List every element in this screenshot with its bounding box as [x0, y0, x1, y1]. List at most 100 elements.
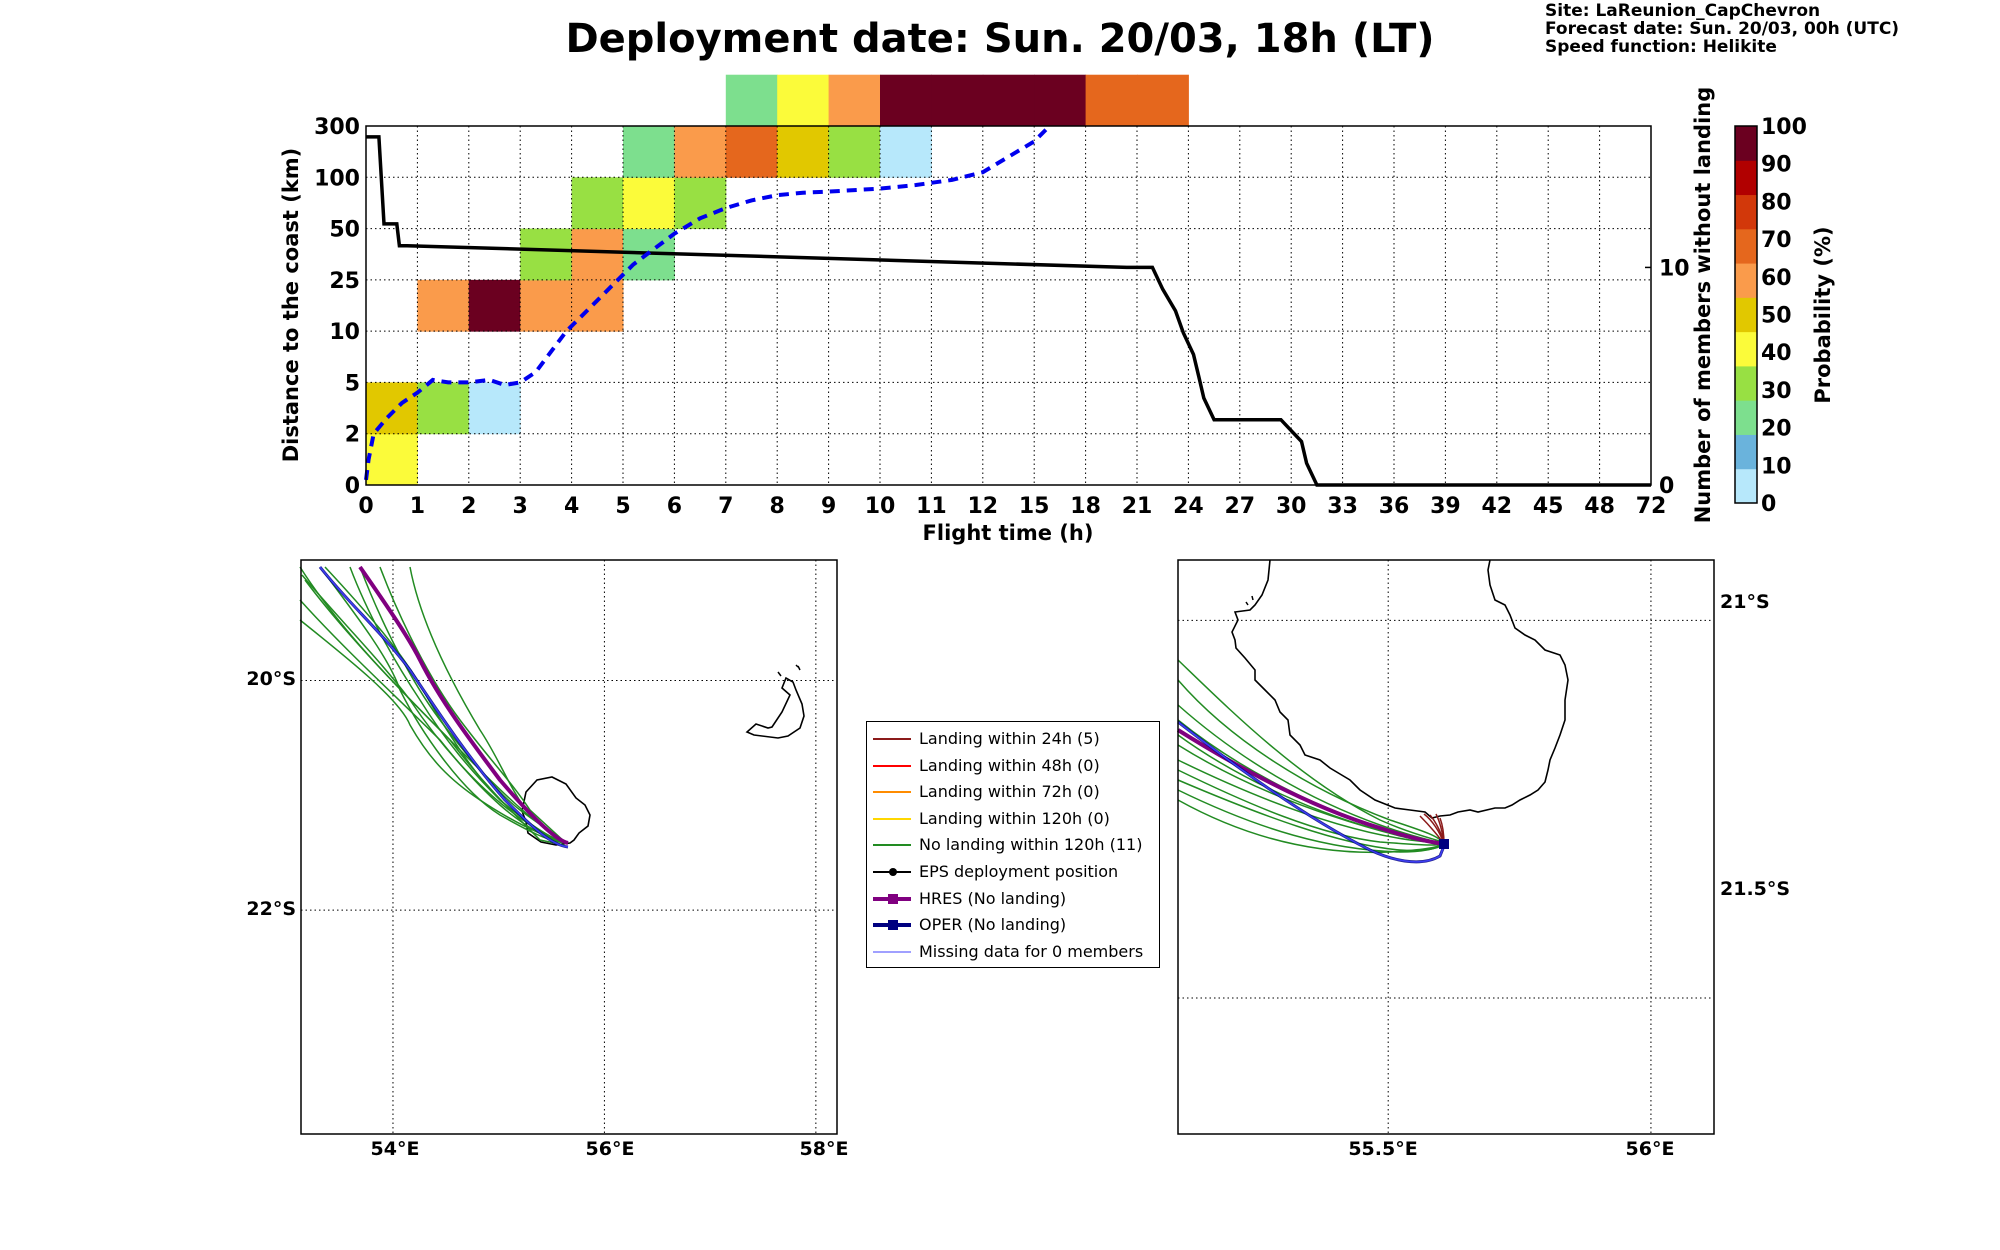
y2-tick-label: 0 [1659, 474, 1674, 499]
median-distance-line [364, 124, 1052, 481]
legend-swatch [873, 893, 911, 904]
legend-swatch [873, 920, 911, 931]
x-tick-label: 1 [410, 494, 425, 519]
legend-item: Landing within 24h (5) [867, 727, 1159, 753]
x-tick-label: 72 [1636, 494, 1667, 519]
map-left-frame [300, 559, 838, 1135]
x-tick-label: 5 [615, 494, 630, 519]
colorbar-segment [1735, 434, 1757, 470]
heatmap-cell [931, 74, 984, 127]
map-left-xlabel-2: 56°E [586, 1138, 635, 1160]
y-axis-label: Distance to the coast (km) [279, 148, 303, 463]
colorbar-tick-label: 0 [1761, 492, 1776, 517]
y-tick-label: 25 [329, 269, 360, 294]
map-right-grid [1178, 560, 1714, 1134]
x-tick-label: 45 [1533, 494, 1564, 519]
x-tick-label: 27 [1224, 494, 1255, 519]
map-left-xlabel-1: 54°E [371, 1138, 420, 1160]
map-left-grid [301, 560, 837, 1134]
heatmap-frame [365, 125, 1652, 486]
y-tick-label: 2 [345, 423, 360, 448]
colorbar: 0 10 20 30 40 50 60 70 80 90 100 [1734, 115, 1807, 517]
legend-swatch [873, 951, 911, 953]
legend-swatch [873, 817, 911, 820]
y-tick-label: 0 [345, 474, 360, 499]
map-left-ylabel-2: 22°S [246, 898, 296, 920]
x-tick-label: 7 [718, 494, 733, 519]
heatmap-cell [366, 382, 418, 435]
legend-label: Landing within 72h (0) [919, 782, 1100, 802]
map-right-xlabel-2: 56°E [1626, 1138, 1675, 1160]
forecast-date-label: Forecast date: Sun. 20/03, 00h (UTC) [1545, 19, 1900, 39]
x-tick-label: 3 [513, 494, 528, 519]
map-left: 20°S 22°S 54°E 56°E 58°E [246, 559, 849, 1160]
coast-detail [1245, 595, 1254, 606]
map-left-xlabel-3: 58°E [800, 1138, 849, 1160]
heatmap-cell [1034, 74, 1087, 127]
legend-item: No landing within 120h (11) [867, 833, 1159, 859]
heatmap-cell [674, 126, 727, 178]
colorbar-tick-label: 100 [1761, 115, 1807, 140]
x-tick-label: 48 [1584, 494, 1615, 519]
heatmap-cell [417, 382, 470, 435]
heatmap-cell [571, 228, 624, 281]
heatmap-cell [982, 74, 1035, 127]
y2-axis-label: Number of members without landing [1691, 87, 1715, 524]
x-tick-label: 10 [865, 494, 896, 519]
colorbar-tick-label: 30 [1761, 379, 1792, 404]
heatmap-cell [777, 126, 830, 178]
heatmap-cell [623, 177, 675, 230]
legend-label: Landing within 24h (5) [919, 729, 1100, 748]
legend-swatch [873, 844, 911, 847]
colorbar-tick-label: 70 [1761, 228, 1792, 253]
colorbar-tick-label: 80 [1761, 190, 1792, 215]
colorbar-segment [1735, 228, 1757, 264]
map-right: 21°S 21.5°S 55.5°E 56°E [1176, 559, 1790, 1160]
colorbar-tick-label: 10 [1761, 454, 1792, 479]
map-right-trajectories [1176, 659, 1449, 864]
heatmap-cell [725, 126, 778, 178]
colorbar-segment [1735, 297, 1757, 333]
heatmap-cell [1085, 74, 1138, 127]
mauritius-coastline [745, 676, 805, 739]
x-tick-label: 11 [916, 494, 947, 519]
legend-item: Landing within 48h (0) [867, 754, 1159, 780]
map-right-ylabel-2: 21.5°S [1720, 878, 1790, 900]
x-tick-label: 30 [1276, 494, 1307, 519]
speed-function-label: Speed function: Helikite [1545, 37, 1777, 57]
x-tick-label: 6 [667, 494, 682, 519]
heatmap-ticks: 0 1 2 3 4 5 6 7 8 9 10 11 12 15 18 21 24 27 30 33 36 39 42 45 48… [314, 115, 1690, 519]
colorbar-segment [1735, 331, 1757, 367]
heatmap [366, 74, 1189, 486]
x-tick-label: 4 [564, 494, 579, 519]
legend-label: HRES (No landing) [919, 888, 1067, 908]
heatmap-cell [880, 74, 932, 127]
heatmap-cell [828, 74, 881, 127]
legend-label: Landing within 48h (0) [919, 755, 1100, 775]
x-tick-label: 39 [1430, 494, 1461, 519]
y-tick-label: 5 [345, 371, 360, 396]
map-legend: Landing within 24h (5) Landing within 48h… [866, 721, 1160, 968]
colorbar-segment [1735, 263, 1757, 298]
legend-item: Landing within 72h (0) [867, 780, 1159, 806]
map-right-xlabel-1: 55.5°E [1348, 1138, 1417, 1160]
x-tick-label: 15 [1019, 494, 1050, 519]
legend-item: Missing data for 0 members [867, 940, 1159, 966]
y-tick-label: 10 [329, 320, 360, 345]
legend-item: Landing within 120h (0) [867, 807, 1159, 833]
heatmap-cell [623, 126, 675, 178]
heatmap-cell [468, 279, 521, 332]
heatmap-lines [364, 124, 1651, 487]
colorbar-segment [1735, 365, 1757, 401]
colorbar-tick-label: 60 [1761, 266, 1792, 291]
x-tick-label: 0 [358, 494, 373, 519]
heatmap-cell [674, 177, 727, 230]
heatmap-cell [571, 177, 624, 230]
x-tick-label: 36 [1379, 494, 1410, 519]
reunion-coastline-zoom [1231, 559, 1569, 819]
y-tick-label: 50 [329, 218, 360, 243]
x-tick-label: 18 [1070, 494, 1101, 519]
heatmap-cell [1137, 74, 1189, 127]
colorbar-tick-label: 90 [1761, 153, 1792, 178]
